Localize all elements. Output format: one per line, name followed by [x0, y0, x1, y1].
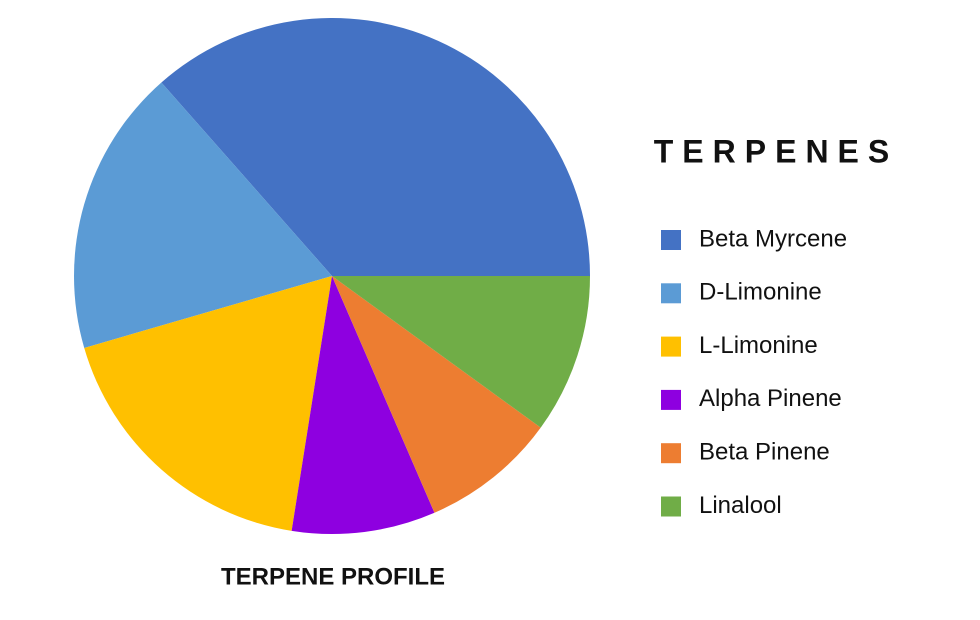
- legend-title: TERPENES: [654, 133, 898, 169]
- chart-title: TERPENE PROFILE: [221, 563, 445, 590]
- legend-swatch: [661, 443, 681, 464]
- legend-label: Beta Pinene: [699, 439, 830, 466]
- pie-slice: [74, 82, 333, 348]
- legend-swatch: [661, 389, 681, 410]
- legend-label: D-Limonine: [699, 279, 822, 306]
- pie-slice: [161, 18, 591, 277]
- legend-label: Linalool: [699, 492, 782, 519]
- legend-swatch: [661, 336, 681, 357]
- legend-label: L-Limonine: [699, 332, 818, 359]
- legend-label: Beta Myrcene: [699, 225, 847, 252]
- pie-slice: [332, 276, 541, 513]
- legend-swatch: [661, 230, 681, 250]
- pie-slice: [84, 276, 332, 531]
- legend-label: Alpha Pinene: [699, 385, 842, 412]
- legend-swatch: [661, 496, 681, 517]
- pie-slice: [332, 276, 590, 428]
- legend-swatch: [661, 283, 681, 304]
- pie-slice: [291, 276, 435, 534]
